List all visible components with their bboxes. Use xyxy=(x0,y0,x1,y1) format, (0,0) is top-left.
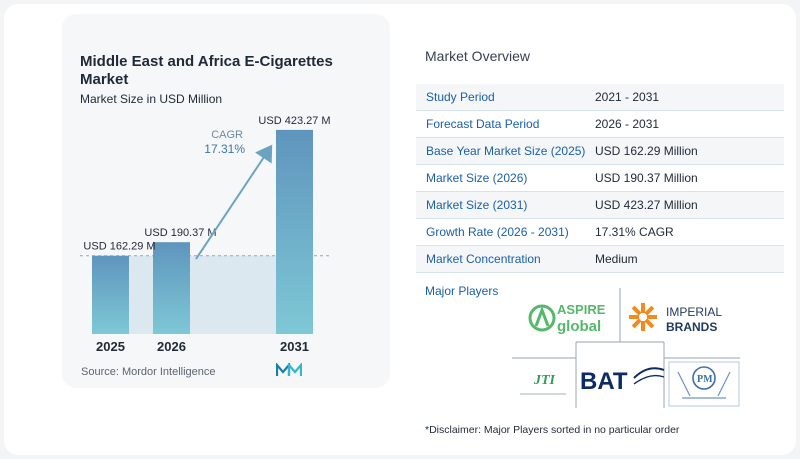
jti-logo: JTI xyxy=(520,373,566,395)
aspire-line2: global xyxy=(557,318,601,335)
bar-2031 xyxy=(276,129,313,334)
market-overview-title: Market Overview xyxy=(425,48,531,64)
bar-2025 xyxy=(92,255,129,334)
overview-row-label: Study Period xyxy=(426,90,495,104)
market-overview-table: Study Period 2021 - 2031 Forecast Data Per… xyxy=(416,84,784,273)
overview-row-value: 2021 - 2031 xyxy=(595,90,660,104)
bar-chart: USD 162.29 M USD 190.37 M USD 423.27 M 202… xyxy=(80,115,331,354)
overview-row: Base Year Market Size (2025) USD 162.29 M… xyxy=(416,138,784,165)
category-label: 2026 xyxy=(157,339,186,354)
bar-value-label: USD 190.37 M xyxy=(144,227,216,239)
mordor-logo xyxy=(276,363,302,376)
philip-morris-logo: PM xyxy=(668,361,740,407)
disclaimer: *Disclaimer: Major Players sorted in no … xyxy=(425,424,680,436)
imperial-brands-logo: IMPERIAL BRANDS xyxy=(629,303,722,334)
cagr-label: CAGR xyxy=(211,129,243,141)
overview-row-value: Medium xyxy=(595,252,638,266)
imperial-line1: IMPERIAL xyxy=(666,305,722,319)
category-label: 2025 xyxy=(96,339,125,354)
category-label: 2031 xyxy=(280,339,309,354)
overview-row-value: USD 423.27 Million xyxy=(595,198,698,212)
jti-text: JTI xyxy=(533,373,556,388)
imperial-line2: BRANDS xyxy=(666,320,717,334)
overview-row-label: Forecast Data Period xyxy=(426,117,540,131)
bat-text: BAT xyxy=(580,368,628,395)
overview-row-label: Market Size (2026) xyxy=(426,171,528,185)
overview-row: Market Size (2026) USD 190.37 Million xyxy=(416,165,784,192)
bar-value-label: USD 162.29 M xyxy=(83,241,155,253)
chart-title: Middle East and Africa E-Cigarettes Mark… xyxy=(80,53,333,88)
overview-row-label: Growth Rate (2026 - 2031) xyxy=(426,225,569,239)
cagr-arrow xyxy=(195,144,273,260)
overview-row: Market Size (2031) USD 423.27 Million xyxy=(416,192,784,219)
major-players-title: Major Players xyxy=(425,284,499,298)
overview-row: Market Concentration Medium xyxy=(416,246,784,273)
overview-row: Study Period 2021 - 2031 xyxy=(416,84,784,111)
aspire-line1: ASPIRE xyxy=(557,302,606,317)
overview-row-value: USD 162.29 Million xyxy=(595,144,698,158)
pm-text: PM xyxy=(697,374,713,385)
overview-row-value: 2026 - 2031 xyxy=(595,117,660,131)
overview-row: Growth Rate (2026 - 2031) 17.31% CAGR xyxy=(416,219,784,246)
overview-row-value: USD 190.37 Million xyxy=(595,171,698,185)
bar-value-label: USD 423.27 M xyxy=(258,115,330,127)
aspire-global-logo: ASPIRE global xyxy=(528,302,606,335)
cagr-value: 17.31% xyxy=(204,142,245,156)
overview-row: Forecast Data Period 2026 - 2031 xyxy=(416,111,784,138)
source-text: Source: Mordor Intelligence xyxy=(81,366,216,378)
overview-row-label: Market Size (2031) xyxy=(426,198,528,212)
chart-subtitle: Market Size in USD Million xyxy=(80,92,223,106)
bar-2026 xyxy=(153,242,190,334)
bat-logo: BAT xyxy=(580,367,665,395)
overview-row-label: Market Concentration xyxy=(426,252,541,266)
overview-row-value: 17.31% CAGR xyxy=(595,225,674,239)
overview-row-label: Base Year Market Size (2025) xyxy=(426,144,586,158)
